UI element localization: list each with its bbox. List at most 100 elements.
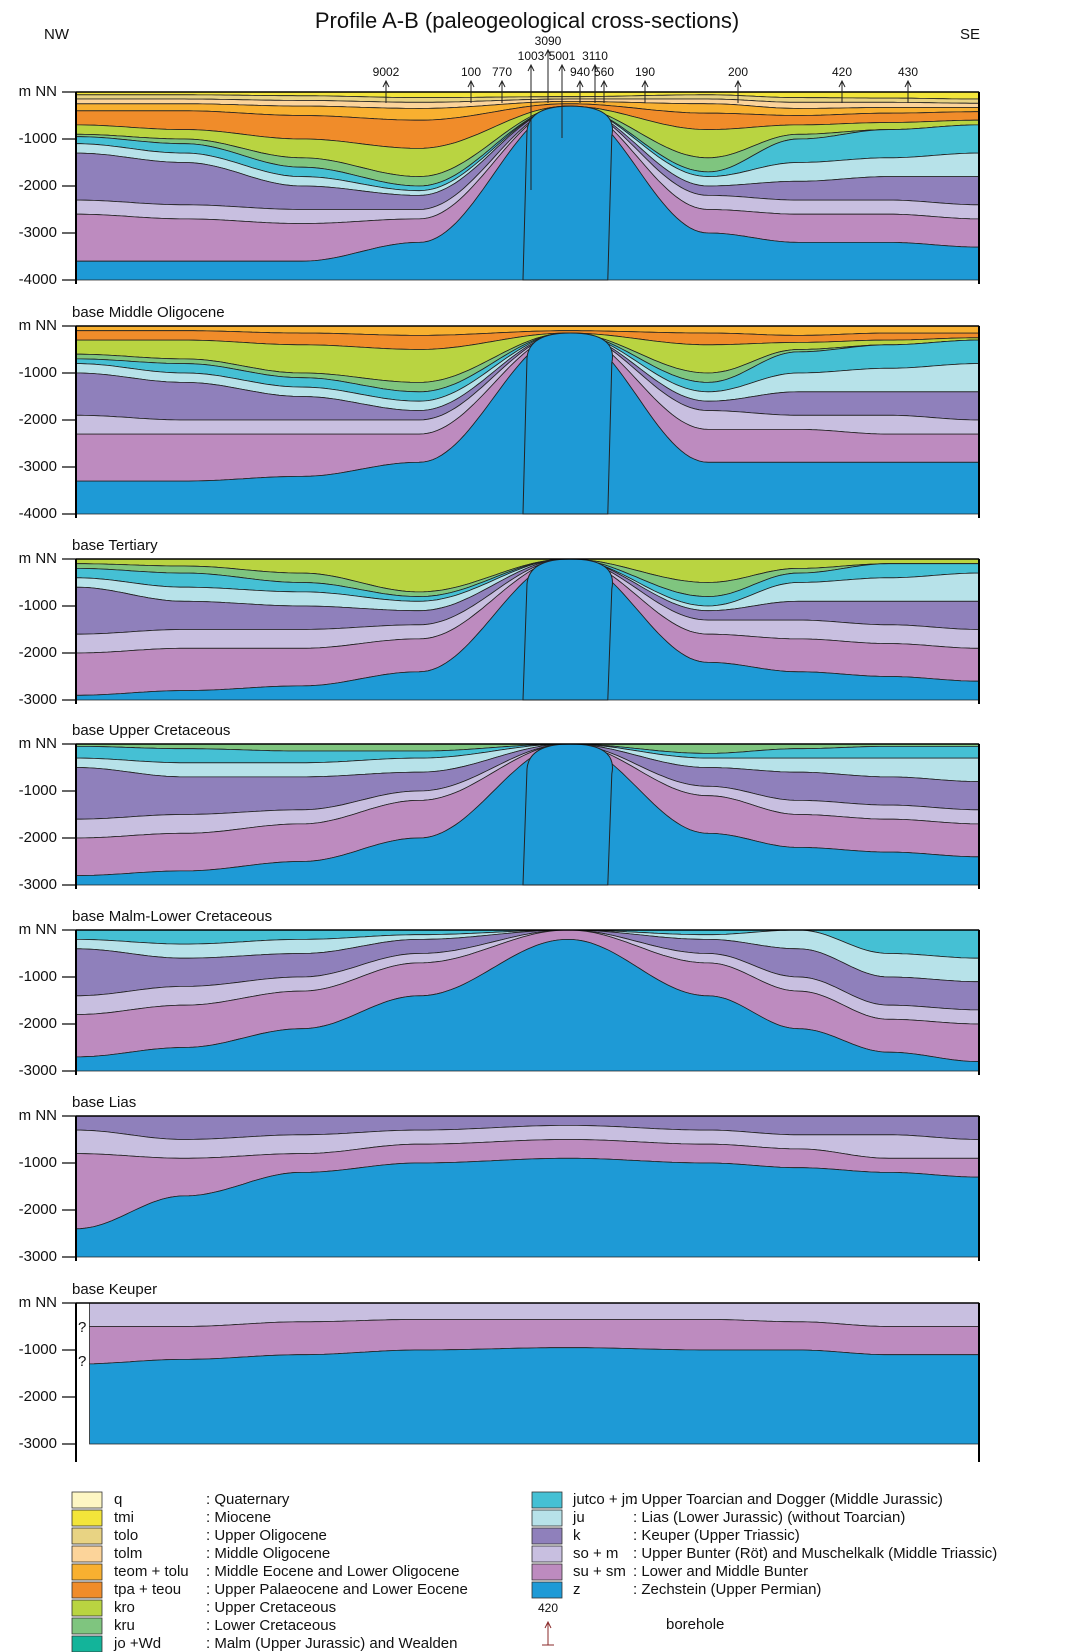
figure: Profile A-B (paleogeological cross-secti… xyxy=(0,0,1091,1652)
legend-swatch xyxy=(72,1510,102,1526)
legend-swatch xyxy=(532,1528,562,1544)
legend-swatch xyxy=(532,1492,562,1508)
legend-code: q xyxy=(114,1491,122,1508)
borehole-label: 430 xyxy=(898,65,918,79)
legend-description: : Upper Toarcian and Dogger (Middle Jura… xyxy=(633,1491,943,1508)
depth-label: -3000 xyxy=(19,458,57,475)
nw-label: NW xyxy=(44,26,70,43)
legend-borehole-symbol xyxy=(542,1622,554,1645)
depth-label: m NN xyxy=(19,921,57,938)
legend-code: so + m xyxy=(573,1545,618,1562)
depth-label: -2000 xyxy=(19,1388,57,1405)
depth-label: m NN xyxy=(19,735,57,752)
uncertain-marker: ? xyxy=(78,1353,86,1370)
panel-title: base Middle Oligocene xyxy=(72,304,225,321)
legend-borehole-number: 420 xyxy=(538,1601,558,1615)
depth-label: -1000 xyxy=(19,782,57,799)
depth-label: -3000 xyxy=(19,1248,57,1265)
panel-title: base Malm-Lower Cretaceous xyxy=(72,908,272,925)
panel-title: base Lias xyxy=(72,1094,136,1111)
legend-description: : Upper Palaeocene and Lower Eocene xyxy=(206,1581,468,1598)
depth-label: -3000 xyxy=(19,1435,57,1452)
depth-label: -2000 xyxy=(19,1201,57,1218)
legend-description: : Miocene xyxy=(206,1509,271,1526)
legend-swatch xyxy=(72,1546,102,1562)
borehole-label: 940 xyxy=(570,65,590,79)
borehole-label: 9002 xyxy=(373,65,400,79)
legend-borehole-label: borehole xyxy=(666,1616,724,1633)
depth-label: -1000 xyxy=(19,1154,57,1171)
depth-label: -3000 xyxy=(19,691,57,708)
depth-label: -2000 xyxy=(19,829,57,846)
panel-title: base Keuper xyxy=(72,1281,157,1298)
legend-swatch xyxy=(72,1492,102,1508)
borehole-label: 560 xyxy=(594,65,614,79)
legend-swatch xyxy=(72,1600,102,1616)
legend-code: k xyxy=(573,1527,581,1544)
legend-code: jutco + jm xyxy=(572,1491,638,1508)
legend-description: : Middle Eocene and Lower Oligocene xyxy=(206,1563,460,1580)
borehole-label: 770 xyxy=(492,65,512,79)
legend-code: tpa + teou xyxy=(114,1581,181,1598)
layer xyxy=(90,1348,980,1444)
borehole-label: 100 xyxy=(461,65,481,79)
borehole-label: 5001 xyxy=(549,49,576,63)
legend-code: kru xyxy=(114,1617,135,1634)
salt-dome xyxy=(523,559,612,700)
depth-label: m NN xyxy=(19,1107,57,1124)
depth-label: -2000 xyxy=(19,1015,57,1032)
legend-swatch xyxy=(532,1564,562,1580)
depth-label: -3000 xyxy=(19,876,57,893)
legend-description: : Keuper (Upper Triassic) xyxy=(633,1527,800,1544)
depth-label: -1000 xyxy=(19,1341,57,1358)
depth-label: -2000 xyxy=(19,177,57,194)
borehole-label: 200 xyxy=(728,65,748,79)
legend-swatch xyxy=(532,1510,562,1526)
legend-swatch xyxy=(532,1546,562,1562)
depth-label: m NN xyxy=(19,317,57,334)
legend-code: tolo xyxy=(114,1527,138,1544)
legend-description: : Upper Bunter (Röt) and Muschelkalk (Mi… xyxy=(633,1545,997,1562)
depth-label: -1000 xyxy=(19,364,57,381)
borehole-label: 3090 xyxy=(535,34,562,48)
legend-code: tolm xyxy=(114,1545,142,1562)
legend-description: : Lower Cretaceous xyxy=(206,1617,336,1634)
legend-code: tmi xyxy=(114,1509,134,1526)
borehole-label: 420 xyxy=(832,65,852,79)
depth-label: -4000 xyxy=(19,505,57,522)
legend-code: ju xyxy=(572,1509,585,1526)
legend-swatch xyxy=(72,1528,102,1544)
legend-swatch xyxy=(72,1636,102,1652)
depth-label: -3000 xyxy=(19,1062,57,1079)
legend-description: : Middle Oligocene xyxy=(206,1545,330,1562)
legend-code: jo +Wd xyxy=(113,1635,161,1652)
borehole-label: 190 xyxy=(635,65,655,79)
salt-dome xyxy=(523,744,612,885)
depth-label: -1000 xyxy=(19,968,57,985)
uncertain-marker: ? xyxy=(78,1319,86,1336)
panel-title: base Tertiary xyxy=(72,537,158,554)
legend-code: su + sm xyxy=(573,1563,626,1580)
borehole-label: 3110 xyxy=(582,49,608,63)
salt-dome xyxy=(523,333,612,514)
borehole-label: 1003 xyxy=(518,49,545,63)
legend-swatch xyxy=(532,1582,562,1598)
panel-title: base Upper Cretaceous xyxy=(72,722,230,739)
depth-label: -1000 xyxy=(19,597,57,614)
depth-label: -4000 xyxy=(19,271,57,288)
legend-description: : Zechstein (Upper Permian) xyxy=(633,1581,821,1598)
legend-description: : Lias (Lower Jurassic) (without Toarcia… xyxy=(633,1509,905,1526)
legend-swatch xyxy=(72,1564,102,1580)
depth-label: -2000 xyxy=(19,644,57,661)
legend-swatch xyxy=(72,1582,102,1598)
depth-label: -2000 xyxy=(19,411,57,428)
legend-code: kro xyxy=(114,1599,135,1616)
legend-description: : Malm (Upper Jurassic) and Wealden xyxy=(206,1635,457,1652)
depth-label: m NN xyxy=(19,83,57,100)
depth-label: -1000 xyxy=(19,130,57,147)
depth-label: -3000 xyxy=(19,224,57,241)
depth-label: m NN xyxy=(19,1294,57,1311)
legend-description: : Upper Oligocene xyxy=(206,1527,327,1544)
legend-swatch xyxy=(72,1618,102,1634)
depth-label: m NN xyxy=(19,550,57,567)
